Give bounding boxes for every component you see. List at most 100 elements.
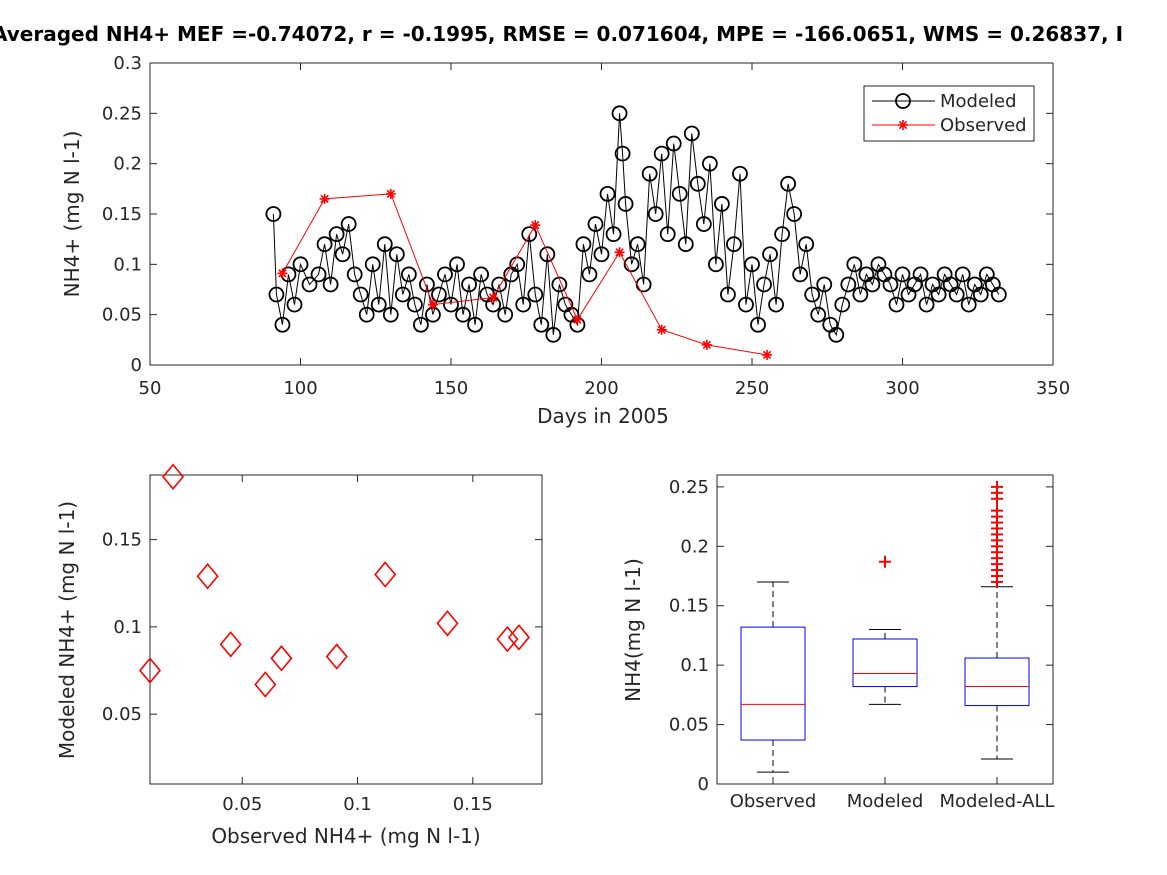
modeled-point	[774, 226, 790, 243]
modeled-point	[798, 236, 815, 253]
modeled-point	[894, 266, 911, 283]
scatter-diamond	[270, 645, 293, 672]
modeled-point	[551, 276, 568, 293]
modeled-point	[358, 306, 375, 323]
boxplot-ylabel: NH4(mg N l-1)	[621, 558, 645, 702]
observed-point	[385, 188, 396, 199]
modeled-point	[605, 226, 622, 243]
modeled-point	[599, 185, 616, 202]
scatter-diamond	[507, 624, 530, 651]
y-tick-label: 0.25	[102, 103, 142, 124]
timeseries-xlabel: Days in 2005	[537, 404, 669, 428]
modeled-point	[461, 276, 477, 293]
modeled-point	[629, 236, 646, 253]
modeled-point	[322, 276, 339, 293]
modeled-point	[816, 276, 833, 293]
scatter-diamond	[196, 563, 219, 590]
modeled-point	[726, 236, 742, 253]
observed-point-stroke	[320, 194, 329, 204]
observed-point	[427, 299, 438, 310]
y-tick-label: 0.15	[102, 530, 142, 551]
modeled-point	[810, 306, 827, 323]
x-tick-label: 50	[139, 378, 162, 399]
modeled-point	[376, 236, 393, 253]
modeled-point	[990, 286, 1007, 303]
modeled-point	[581, 266, 598, 283]
legend-modeled-marker	[895, 93, 911, 109]
x-tick-label: 250	[735, 378, 769, 399]
modeled-point	[286, 296, 303, 313]
outlier	[991, 480, 1003, 493]
scatter-diamond	[162, 463, 185, 490]
observed-point	[656, 324, 667, 335]
scatter-xticks: 0.05 0.1 0.15	[222, 475, 493, 815]
modeled-point	[707, 256, 724, 273]
observed-point	[572, 314, 583, 325]
modeled-point	[515, 296, 532, 313]
modeled-point	[852, 286, 869, 303]
modeled-point	[473, 266, 490, 283]
y-tick-label: 0	[131, 355, 142, 376]
observed-point	[614, 247, 625, 258]
modeled-point	[647, 206, 664, 222]
modeled-point	[265, 206, 282, 222]
modeled-point	[614, 145, 631, 162]
modeled-point	[491, 276, 508, 293]
modeled-point	[521, 226, 538, 243]
modeled-point	[714, 196, 730, 212]
modeled-point	[960, 296, 977, 313]
x-tick-label: 300	[885, 378, 919, 399]
modeled-point	[864, 276, 881, 293]
modeled-point	[268, 286, 285, 303]
scatter-points	[138, 463, 530, 698]
modeled-point	[701, 155, 718, 172]
modeled-point	[617, 196, 634, 212]
modeled-series	[265, 105, 1007, 343]
modeled-point	[328, 226, 345, 243]
modeled-point	[400, 266, 417, 283]
y-tick-label: 0.2	[113, 154, 142, 175]
modeled-point	[930, 286, 947, 303]
x-tick-label: 100	[283, 378, 317, 399]
y-tick-label: 0.15	[102, 204, 142, 225]
modeled-point	[840, 276, 857, 293]
modeled-point	[527, 286, 544, 303]
modeled-point	[412, 316, 429, 333]
observed-series	[277, 188, 773, 360]
scatter-diamond	[436, 610, 459, 637]
modeled-point	[912, 266, 929, 283]
x-tick-label: 0.1	[343, 794, 372, 815]
modeled-point	[443, 296, 459, 313]
modeled-point	[683, 125, 700, 142]
modeled-point	[611, 105, 628, 122]
modeled-point	[623, 256, 640, 273]
modeled-point	[497, 306, 514, 323]
legend-modeled-label: Modeled	[940, 91, 1017, 112]
scatter-diamond	[219, 631, 242, 658]
modeled-point	[695, 216, 712, 232]
boxplot-yticks: 0 0.05 0.1 0.15 0.2 0.25	[669, 477, 1053, 795]
scatter-plot: 0.05 0.1 0.15 0.05 0.1 0.15 Observed NH4+ (m…	[55, 463, 543, 848]
x-tick-label: 0.05	[222, 794, 262, 815]
modeled-point	[346, 266, 363, 283]
scatter-xlabel: Observed NH4+ (mg N l-1)	[211, 824, 480, 848]
modeled-point	[671, 185, 688, 202]
observed-point-stroke	[428, 300, 438, 309]
box	[852, 638, 918, 688]
modeled-point	[762, 246, 778, 263]
modeled-point	[310, 266, 327, 283]
modeled-point	[382, 306, 399, 323]
boxplot-categories: Observed Modeled Modeled-ALL	[730, 777, 1055, 812]
observed-point-stroke	[657, 325, 666, 334]
y-tick-label: 0.15	[669, 596, 709, 617]
y-tick-label: 0.1	[113, 617, 142, 638]
modeled-point	[509, 256, 526, 273]
y-tick-label: 0.25	[669, 477, 709, 498]
modeled-point	[689, 175, 706, 192]
outlier	[879, 555, 891, 568]
observed-point	[762, 349, 773, 360]
modeled-point	[786, 206, 803, 222]
modeled-point	[455, 306, 471, 323]
scatter-ylabel: Modeled NH4+ (mg N l-1)	[55, 501, 79, 759]
modeled-point	[334, 246, 351, 263]
